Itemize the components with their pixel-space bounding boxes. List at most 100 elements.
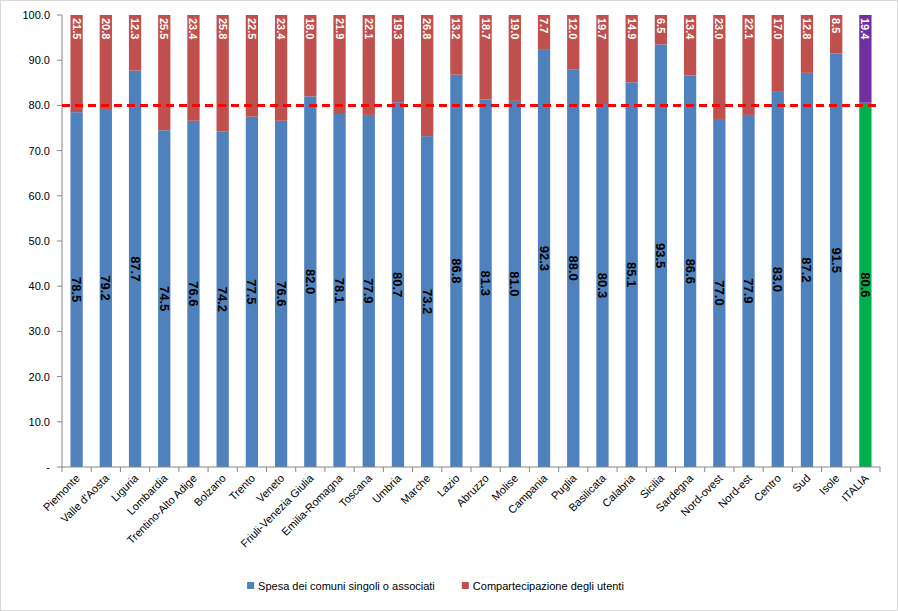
x-tick [354, 467, 355, 472]
data-label: 76.6 [186, 281, 201, 306]
x-tick [792, 467, 793, 472]
data-label: 19.0 [509, 18, 521, 39]
x-tick [850, 467, 851, 472]
data-label: 88.0 [566, 255, 581, 280]
data-label: 74.5 [157, 286, 172, 311]
bar-segment [684, 15, 696, 76]
data-label: 18.0 [304, 18, 316, 39]
reference-line [62, 104, 880, 107]
x-tick-label: Centro [751, 472, 783, 504]
bar-segment [596, 15, 608, 104]
y-tick-label: 20.0 [29, 371, 50, 383]
data-label: 77.5 [244, 279, 259, 304]
y-tick [57, 286, 62, 287]
y-tick-label: 50.0 [29, 235, 50, 247]
x-tick [500, 467, 501, 472]
x-tick-label: Emilia-Romagna [279, 471, 346, 538]
data-label: 13.2 [450, 18, 462, 39]
bar-segment [742, 15, 754, 115]
x-tick-label: Nord-est [716, 472, 754, 510]
data-label: 6.5 [655, 18, 667, 33]
legend-swatch [462, 582, 469, 589]
bar-segment [567, 15, 579, 69]
data-label: 19.7 [596, 18, 608, 39]
y-tick [57, 150, 62, 151]
legend: Spesa dei comuni singoli o associati Comp… [247, 580, 624, 592]
x-tick [763, 467, 764, 472]
bar-segment [801, 15, 813, 73]
data-label: 21.5 [71, 18, 83, 39]
data-label: 78.5 [69, 277, 84, 302]
x-tick-label: Trento [227, 472, 258, 503]
chart-background [1, 1, 898, 611]
data-label: 77.0 [712, 280, 727, 305]
data-label: 19.3 [392, 18, 404, 39]
x-tick [91, 467, 92, 472]
data-label: 81.0 [507, 271, 522, 296]
x-tick [558, 467, 559, 472]
x-tick [617, 467, 618, 472]
y-tick [57, 241, 62, 242]
bar-segment [129, 15, 141, 71]
y-tick-label: 10.0 [29, 416, 50, 428]
legend-label: Spesa dei comuni singoli o associati [258, 580, 435, 592]
data-label: 12.8 [801, 18, 813, 39]
bar-segment [363, 15, 375, 115]
x-tick-label: Lazio [435, 472, 462, 499]
x-tick [675, 467, 676, 472]
y-tick [57, 60, 62, 61]
x-tick-label: Nord-ovest [678, 472, 725, 519]
x-tick [266, 467, 267, 472]
y-tick [57, 105, 62, 106]
x-tick-label: Umbria [370, 471, 404, 505]
data-label: 87.7 [128, 256, 143, 281]
chart-container: -10.020.030.040.050.060.070.080.090.0100… [0, 0, 898, 611]
data-label: 80.6 [858, 272, 873, 297]
legend-label: Compartecipazione degli utenti [473, 580, 624, 592]
y-tick-label: 80.0 [29, 99, 50, 111]
bar-segment [626, 15, 638, 82]
y-tick [57, 376, 62, 377]
y-tick-label: 60.0 [29, 190, 50, 202]
data-label: 13.4 [684, 18, 696, 40]
y-tick [57, 331, 62, 332]
data-label: 76.6 [274, 281, 289, 306]
data-label: 18.7 [480, 18, 492, 39]
data-label: 86.8 [449, 258, 464, 283]
data-label: 86.6 [683, 259, 698, 284]
data-label: 17.0 [772, 18, 784, 39]
data-label: 25.5 [158, 18, 170, 39]
x-tick [880, 467, 881, 472]
bar-segment [772, 15, 784, 92]
y-tick [57, 467, 62, 468]
data-label: 22.5 [246, 18, 258, 39]
data-label: 22.1 [743, 18, 755, 39]
x-tick [704, 467, 705, 472]
x-tick-label: Bolzano [191, 472, 228, 509]
data-label: 14.9 [626, 18, 638, 39]
x-tick [62, 467, 63, 472]
bar-segment [450, 15, 462, 75]
bar-segment [70, 15, 82, 112]
bar-segment [479, 15, 491, 100]
data-label: 91.5 [829, 248, 844, 273]
x-tick [383, 467, 384, 472]
data-label: 12.0 [567, 18, 579, 39]
bar-segment [830, 15, 842, 53]
x-tick-label: Abruzzo [454, 472, 491, 509]
data-label: 80.3 [595, 273, 610, 298]
bar-segment [392, 15, 404, 102]
y-tick-label: 90.0 [29, 54, 50, 66]
data-label: 85.1 [624, 262, 639, 287]
data-label: 92.3 [537, 246, 552, 271]
data-label: 83.0 [770, 267, 785, 292]
x-tick [412, 467, 413, 472]
data-label: 23.4 [187, 18, 199, 40]
data-label: 79.2 [98, 275, 113, 300]
x-tick [587, 467, 588, 472]
data-label: 20.8 [100, 18, 112, 39]
data-label: 7.7 [538, 18, 550, 33]
y-tick-label: - [46, 461, 50, 473]
x-tick-label: Sud [790, 472, 812, 494]
data-label: 81.3 [478, 271, 493, 296]
